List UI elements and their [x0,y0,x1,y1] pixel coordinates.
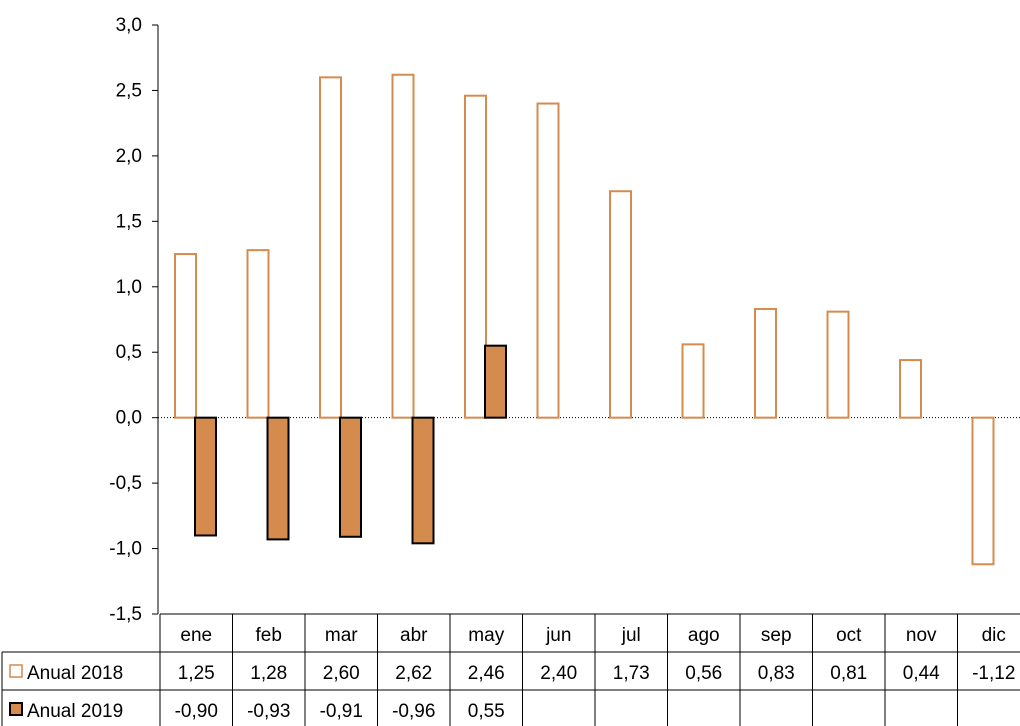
y-tick-label: 2,5 [116,80,142,101]
category-label: mar [325,625,358,646]
bar-2018-may [464,94,487,419]
data-value: 1,25 [178,663,215,684]
bar-2018-oct [826,310,850,419]
data-value: 0,81 [830,663,867,684]
y-tick-label: -0,5 [109,473,142,494]
data-value: -0,93 [247,701,290,722]
legend-key-2019 [9,702,23,716]
data-value: -0,96 [392,701,435,722]
data-value: -0,91 [320,701,363,722]
bar-2018-sep [754,308,777,419]
data-value: -1,12 [972,663,1015,684]
bar-2018-feb [246,249,270,419]
y-tick-label: 0,0 [116,408,142,429]
category-label: abr [400,625,428,646]
data-value: 0,56 [685,663,722,684]
bar-2018-mar [319,76,342,419]
y-tick-label: -1,0 [109,539,142,560]
bar-2019-mar [339,416,362,538]
data-value: 0,44 [903,663,940,684]
category-label: nov [906,625,937,646]
bar-2018-dic [971,416,995,566]
bar-2019-abr [411,416,435,545]
data-value: 2,46 [468,663,505,684]
category-label: ene [180,625,212,646]
bar-2018-abr [391,73,415,419]
category-label: dic [982,625,1006,646]
category-label: may [468,625,504,646]
y-tick-label: -1,5 [109,604,142,625]
legend-key-2018 [9,664,23,678]
data-value: 2,40 [540,663,577,684]
bar-2018-ene [174,253,197,419]
category-label: jun [545,625,571,646]
data-value: 0,83 [758,663,795,684]
data-value: 0,55 [468,701,505,722]
data-value: 1,28 [250,663,287,684]
bar-2019-may [484,344,507,419]
y-tick-label: 2,0 [116,146,142,167]
legend-label: Anual 2018 [27,663,123,684]
legend-label: Anual 2019 [27,701,123,722]
bar-2018-jun [536,102,560,419]
category-label: sep [761,625,792,646]
bar-2018-ago [681,343,705,419]
bar-2019-feb [266,416,290,541]
bar-2019-ene [194,416,217,537]
data-value: 1,73 [613,663,650,684]
data-value: 2,60 [323,663,360,684]
category-label: feb [256,625,282,646]
bar-2018-nov [899,359,922,419]
y-tick-label: 1,5 [116,211,142,232]
y-tick-label: 3,0 [116,15,142,36]
data-value: 2,62 [395,663,432,684]
bar-2018-jul [609,190,632,419]
category-label: ago [688,625,720,646]
y-tick-label: 0,5 [116,342,142,363]
category-label: oct [836,625,862,646]
y-tick-label: 1,0 [116,277,142,298]
category-label: jul [621,625,641,646]
data-value: -0,90 [175,701,218,722]
